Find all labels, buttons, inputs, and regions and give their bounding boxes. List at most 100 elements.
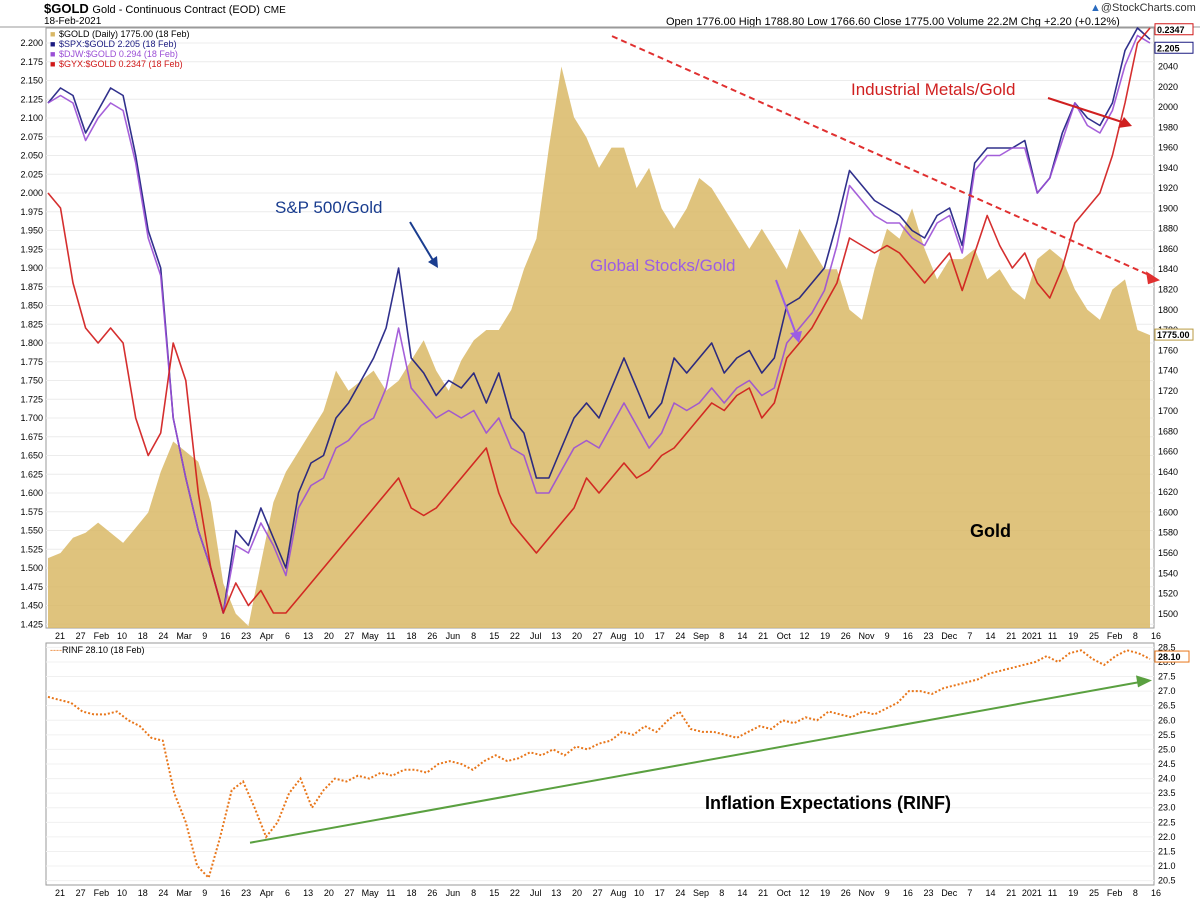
rinf-x-axis-tick: 24 bbox=[675, 888, 685, 898]
right-axis-tick: 1840 bbox=[1158, 264, 1178, 274]
x-axis-tick: 13 bbox=[303, 631, 313, 641]
x-axis-tick: Nov bbox=[858, 631, 875, 641]
annotation-sp500-arrow bbox=[409, 221, 435, 263]
legend-entry: $GYX:$GOLD 0.2347 (18 Feb) bbox=[59, 59, 183, 69]
right-axis-tick: 1960 bbox=[1158, 143, 1178, 153]
left-axis-tick: 1.925 bbox=[20, 244, 43, 254]
x-axis-tick: 13 bbox=[551, 631, 561, 641]
rinf-x-axis-tick: 13 bbox=[551, 888, 561, 898]
x-axis-tick: Oct bbox=[777, 631, 792, 641]
rinf-uptrend-arrowhead bbox=[1136, 675, 1152, 688]
brand-logo: ▲@StockCharts.com bbox=[1090, 2, 1196, 14]
annotation-gold: Gold bbox=[970, 521, 1011, 541]
right-axis-tick: 1620 bbox=[1158, 487, 1178, 497]
annotation-global-arrowhead bbox=[790, 331, 802, 343]
left-axis-tick: 1.900 bbox=[20, 263, 43, 273]
rinf-x-axis-tick: 14 bbox=[986, 888, 996, 898]
rinf-axis-tick: 21.0 bbox=[1158, 861, 1176, 871]
x-axis-tick: 18 bbox=[407, 631, 417, 641]
x-axis-tick: 16 bbox=[1151, 631, 1161, 641]
legend-swatch: ■ bbox=[50, 49, 55, 59]
x-axis-tick: 21 bbox=[758, 631, 768, 641]
x-axis-tick: 20 bbox=[324, 631, 334, 641]
left-axis-tick: 1.550 bbox=[20, 526, 43, 536]
legend-entry: $DJW:$GOLD 0.294 (18 Feb) bbox=[59, 49, 178, 59]
x-axis-tick: 16 bbox=[903, 631, 913, 641]
x-axis-tick: May bbox=[362, 631, 380, 641]
x-axis-tick: 22 bbox=[510, 631, 520, 641]
left-axis-tick: 2.025 bbox=[20, 169, 43, 179]
right-axis-tick: 1560 bbox=[1158, 548, 1178, 558]
x-axis-tick: 27 bbox=[345, 631, 355, 641]
x-axis-tick: 8 bbox=[471, 631, 476, 641]
left-axis-tick: 2.100 bbox=[20, 113, 43, 123]
rinf-axis-tick: 27.0 bbox=[1158, 686, 1176, 696]
rinf-gridlines bbox=[46, 646, 1154, 882]
right-axis-tick: 1660 bbox=[1158, 447, 1178, 457]
instrument-name: Gold - Continuous Contract (EOD) bbox=[92, 4, 260, 16]
rinf-x-axis-tick: Oct bbox=[777, 888, 792, 898]
rinf-x-axis-tick: Mar bbox=[176, 888, 192, 898]
right-axis-tick: 1700 bbox=[1158, 406, 1178, 416]
rinf-x-axis-tick: 16 bbox=[220, 888, 230, 898]
x-axis-tick: 14 bbox=[737, 631, 747, 641]
left-axis-tick: 1.625 bbox=[20, 469, 43, 479]
rinf-x-axis-tick: 16 bbox=[1151, 888, 1161, 898]
right-axis-tick: 2040 bbox=[1158, 62, 1178, 72]
ohlc-readout: Open 1776.00 High 1788.80 Low 1766.60 Cl… bbox=[666, 16, 1120, 28]
rinf-axis-tick: 24.0 bbox=[1158, 774, 1176, 784]
left-axis-tick: 1.525 bbox=[20, 544, 43, 554]
right-axis-tick: 1980 bbox=[1158, 122, 1178, 132]
rinf-axis-tick: 22.0 bbox=[1158, 832, 1176, 842]
left-axis-tick: 1.750 bbox=[20, 376, 43, 386]
right-axis-tick: 1540 bbox=[1158, 568, 1178, 578]
gold-downtrend-arrowhead bbox=[1146, 271, 1160, 285]
rinf-x-axis-tick: 12 bbox=[799, 888, 809, 898]
annotation-sp500-gold: S&P 500/Gold bbox=[275, 198, 382, 217]
rinf-x-axis-tick: May bbox=[362, 888, 380, 898]
legend-entry: $GOLD (Daily) 1775.00 (18 Feb) bbox=[59, 29, 190, 39]
right-axis-tick: 1900 bbox=[1158, 203, 1178, 213]
gold-value-label: 1775.00 bbox=[1157, 330, 1190, 340]
x-axis-tick: 24 bbox=[675, 631, 685, 641]
rinf-x-axis-tick: 23 bbox=[924, 888, 934, 898]
x-axis-tick: 8 bbox=[1133, 631, 1138, 641]
rinf-x-axis-tick: Feb bbox=[94, 888, 110, 898]
rinf-x-axis-tick: 10 bbox=[117, 888, 127, 898]
x-axis-tick: 11 bbox=[386, 631, 395, 641]
x-axis-tick: 10 bbox=[634, 631, 644, 641]
left-axis-tick: 1.700 bbox=[20, 413, 43, 423]
right-axis-tick: 1640 bbox=[1158, 467, 1178, 477]
gyx-gold-line bbox=[47, 27, 1151, 614]
x-axis-tick: 16 bbox=[220, 631, 230, 641]
symbol: $GOLD bbox=[44, 1, 89, 16]
left-axis-tick: 1.650 bbox=[20, 451, 43, 461]
rinf-x-axis-tick: Aug bbox=[610, 888, 626, 898]
legend-swatch: ■ bbox=[50, 29, 55, 39]
spx-value-label-box bbox=[1154, 41, 1194, 54]
rinf-x-axis-tick: 21 bbox=[1006, 888, 1016, 898]
gold-area-series bbox=[48, 66, 1150, 628]
x-axis-tick: 21 bbox=[55, 631, 65, 641]
right-axis-tick: 1820 bbox=[1158, 284, 1178, 294]
rinf-x-axis-tick: 24 bbox=[158, 888, 168, 898]
x-axis-tick: 20 bbox=[572, 631, 582, 641]
right-axis-tick: 1520 bbox=[1158, 589, 1178, 599]
right-axis-tick: 1800 bbox=[1158, 305, 1178, 315]
rinf-x-axis-tick: 10 bbox=[634, 888, 644, 898]
left-axis-tick: 1.725 bbox=[20, 394, 43, 404]
right-axis-tick: 1720 bbox=[1158, 386, 1178, 396]
right-axis-tick: 1940 bbox=[1158, 163, 1178, 173]
left-axis-tick: 1.850 bbox=[20, 301, 43, 311]
rinf-x-axis-tick: 11 bbox=[386, 888, 395, 898]
left-axis-tick: 1.575 bbox=[20, 507, 43, 517]
left-axis-tick: 1.450 bbox=[20, 601, 43, 611]
rinf-x-axis-tick: Jul bbox=[530, 888, 542, 898]
annotation-industrial-arrowhead bbox=[1118, 117, 1132, 128]
rinf-line-series bbox=[47, 649, 1151, 880]
legend-swatch: ■ bbox=[50, 59, 55, 69]
brand-text: @StockCharts.com bbox=[1100, 2, 1196, 14]
x-axis-tick: 14 bbox=[986, 631, 996, 641]
left-axis-tick: 1.825 bbox=[20, 319, 43, 329]
